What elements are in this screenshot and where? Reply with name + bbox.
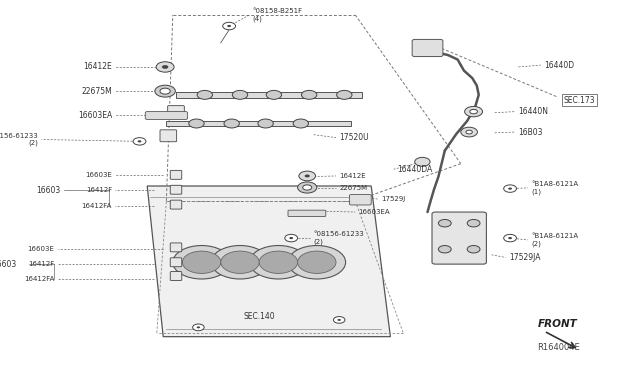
Text: 16412E: 16412E [83, 62, 112, 71]
Text: 16412F: 16412F [86, 187, 112, 193]
Text: 16440DA: 16440DA [397, 165, 432, 174]
Circle shape [467, 246, 480, 253]
Text: 17520U: 17520U [339, 133, 369, 142]
Circle shape [504, 234, 516, 242]
Text: °B1A8-6121A
(2): °B1A8-6121A (2) [531, 233, 579, 247]
Text: 16603EA: 16603EA [77, 111, 112, 120]
Circle shape [508, 237, 512, 239]
Text: °08158-B251F
(4): °08158-B251F (4) [253, 8, 303, 22]
Text: 16603: 16603 [36, 186, 61, 195]
Circle shape [288, 246, 346, 279]
FancyBboxPatch shape [349, 195, 371, 205]
Text: 22675M: 22675M [81, 87, 112, 96]
Circle shape [293, 119, 308, 128]
FancyBboxPatch shape [170, 170, 182, 179]
Text: R164004E: R164004E [538, 343, 580, 352]
Circle shape [221, 251, 259, 273]
Circle shape [133, 138, 146, 145]
Circle shape [438, 219, 451, 227]
Circle shape [438, 246, 451, 253]
Text: 16603E: 16603E [85, 172, 112, 178]
Text: 16412E: 16412E [339, 173, 366, 179]
Text: 16440D: 16440D [544, 61, 574, 70]
Text: SEC.173: SEC.173 [563, 96, 595, 105]
FancyBboxPatch shape [170, 272, 182, 280]
Circle shape [299, 171, 316, 181]
Text: 16412FA: 16412FA [82, 203, 112, 209]
Circle shape [162, 65, 168, 69]
FancyBboxPatch shape [170, 185, 182, 194]
Text: 17529J: 17529J [381, 196, 405, 202]
Circle shape [155, 85, 175, 97]
FancyBboxPatch shape [432, 212, 486, 264]
Circle shape [465, 106, 483, 117]
Polygon shape [166, 121, 351, 126]
Text: SEC.140: SEC.140 [243, 312, 275, 321]
Circle shape [173, 246, 230, 279]
Circle shape [504, 185, 516, 192]
FancyBboxPatch shape [170, 200, 182, 209]
Circle shape [289, 237, 293, 239]
FancyBboxPatch shape [412, 39, 443, 57]
Polygon shape [176, 92, 362, 97]
Text: 16603E: 16603E [28, 246, 54, 252]
Text: 22675M: 22675M [339, 185, 367, 191]
Circle shape [298, 182, 317, 193]
Circle shape [305, 174, 310, 177]
Circle shape [182, 251, 221, 273]
Text: FRONT: FRONT [538, 319, 577, 329]
Circle shape [415, 157, 430, 166]
Circle shape [224, 119, 239, 128]
FancyBboxPatch shape [288, 210, 326, 217]
FancyBboxPatch shape [160, 130, 177, 142]
Text: 16603: 16603 [0, 260, 16, 269]
Circle shape [285, 234, 298, 242]
Circle shape [303, 185, 312, 190]
Circle shape [333, 317, 345, 323]
Circle shape [298, 251, 336, 273]
Circle shape [259, 251, 298, 273]
Circle shape [461, 127, 477, 137]
Text: 16412FA: 16412FA [24, 276, 54, 282]
Text: °B1A8-6121A
(1): °B1A8-6121A (1) [531, 181, 579, 195]
FancyBboxPatch shape [170, 258, 182, 267]
Circle shape [337, 319, 341, 321]
Circle shape [156, 62, 174, 72]
Circle shape [160, 88, 170, 94]
Circle shape [138, 140, 141, 142]
Circle shape [470, 109, 477, 114]
Polygon shape [147, 186, 390, 337]
Text: 16B03: 16B03 [518, 128, 543, 137]
Circle shape [189, 119, 204, 128]
Circle shape [258, 119, 273, 128]
Circle shape [250, 246, 307, 279]
Circle shape [337, 90, 352, 99]
Circle shape [197, 90, 212, 99]
FancyBboxPatch shape [168, 106, 184, 118]
Circle shape [196, 326, 200, 328]
Circle shape [223, 22, 236, 30]
Circle shape [227, 25, 231, 27]
Circle shape [508, 187, 512, 190]
FancyBboxPatch shape [170, 243, 182, 252]
Text: 16440N: 16440N [518, 107, 548, 116]
Circle shape [301, 90, 317, 99]
Circle shape [232, 90, 248, 99]
Text: 16412F: 16412F [28, 261, 54, 267]
Text: °08156-61233
(2): °08156-61233 (2) [314, 231, 364, 245]
Circle shape [193, 324, 204, 331]
Circle shape [211, 246, 269, 279]
Text: 16603EA: 16603EA [358, 209, 390, 215]
FancyBboxPatch shape [145, 112, 188, 119]
Text: 17529JA: 17529JA [509, 253, 540, 262]
Text: °08156-61233
(2): °08156-61233 (2) [0, 133, 38, 146]
Circle shape [266, 90, 282, 99]
Circle shape [467, 219, 480, 227]
Circle shape [466, 130, 472, 134]
